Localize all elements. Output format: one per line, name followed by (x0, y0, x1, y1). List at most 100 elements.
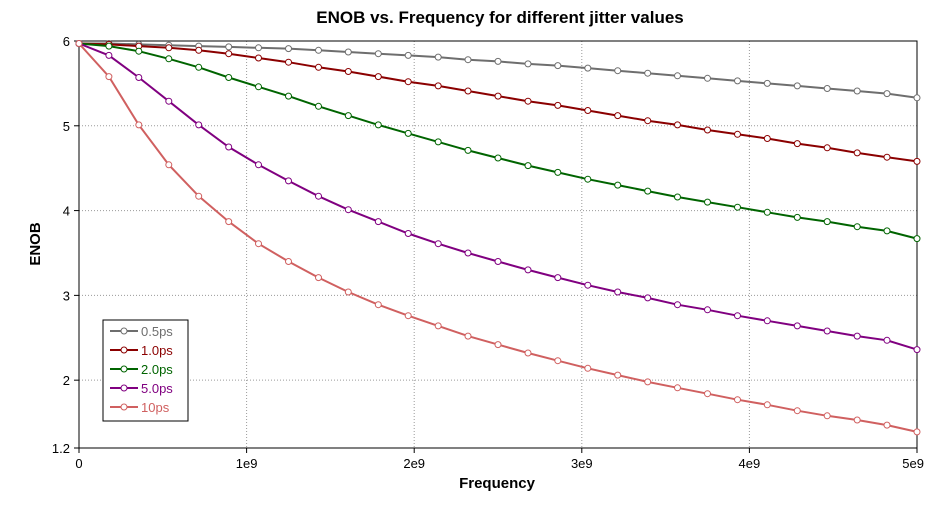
data-point (704, 306, 711, 314)
data-point (464, 56, 472, 64)
data-point (225, 218, 233, 226)
data-point (225, 50, 233, 58)
data-point (674, 193, 681, 201)
data-point (763, 135, 771, 142)
data-point (165, 55, 173, 63)
data-point (674, 384, 681, 392)
x-axis-ticks: 0 1e9 2e9 3e9 4e9 5e9 (75, 448, 924, 471)
data-point (674, 301, 681, 309)
data-point (494, 154, 502, 162)
data-point (674, 72, 681, 80)
data-point (674, 121, 681, 129)
legend-label: 1.0ps (141, 343, 173, 358)
legend-box (102, 319, 189, 422)
legend-label: 5.0ps (141, 381, 173, 396)
data-point (315, 274, 322, 282)
data-point (285, 45, 292, 53)
data-point (704, 74, 711, 82)
data-point (584, 175, 592, 183)
data-point (165, 161, 173, 169)
chart-title: ENOB vs. Frequency for different jitter … (316, 8, 683, 27)
y-tick-label: 5 (63, 119, 70, 134)
data-point (315, 102, 322, 110)
data-point (644, 69, 652, 77)
data-point (255, 240, 262, 248)
data-point (344, 48, 352, 56)
data-point (554, 168, 562, 176)
data-point (75, 40, 83, 47)
data-point (404, 312, 412, 320)
data-point (404, 230, 412, 237)
data-point (195, 192, 203, 200)
data-point (883, 153, 891, 161)
data-point (344, 288, 352, 296)
data-point (315, 46, 322, 54)
data-point (734, 396, 741, 404)
data-point (913, 235, 921, 243)
plot-frame (78, 40, 918, 449)
data-point (255, 44, 262, 52)
data-point (853, 223, 861, 231)
data-point (195, 63, 203, 71)
data-point (524, 349, 532, 357)
data-point (255, 161, 262, 169)
x-tick-label: 1e9 (236, 456, 258, 471)
data-point (614, 288, 622, 296)
legend-marker (120, 403, 128, 411)
data-point (135, 121, 143, 129)
data-point (464, 332, 472, 340)
data-point (524, 60, 532, 68)
data-point (225, 143, 233, 151)
data-point (584, 107, 592, 114)
data-point (285, 177, 292, 185)
data-point (225, 43, 233, 51)
legend-marker (120, 384, 128, 392)
data-point (344, 68, 352, 75)
series-5.0ps (75, 40, 921, 354)
x-tick-label: 5e9 (902, 456, 924, 471)
data-point (883, 227, 891, 235)
legend-label: 2.0ps (141, 362, 173, 377)
data-point (165, 44, 173, 52)
data-point (524, 266, 532, 274)
data-point (883, 90, 891, 98)
data-point (404, 51, 412, 59)
data-point (374, 301, 382, 309)
data-point (704, 198, 711, 206)
x-tick-label: 4e9 (739, 456, 761, 471)
data-point (195, 46, 203, 54)
data-point (554, 357, 562, 365)
data-point (823, 144, 831, 152)
x-tick-label: 3e9 (571, 456, 593, 471)
data-point (464, 249, 472, 257)
data-point (554, 274, 562, 282)
data-point (165, 97, 173, 105)
data-point (734, 203, 741, 211)
data-point (614, 67, 622, 75)
data-point (584, 281, 592, 289)
data-point (584, 64, 592, 72)
data-point (644, 117, 652, 125)
data-point (793, 82, 801, 90)
data-point (434, 240, 442, 248)
data-point (853, 416, 861, 424)
data-point (255, 83, 262, 91)
data-point (434, 82, 442, 90)
data-point (823, 327, 831, 335)
data-point (494, 258, 502, 265)
series-group (75, 40, 921, 436)
y-tick-label: 6 (63, 34, 70, 49)
data-point (195, 121, 203, 129)
data-point (494, 57, 502, 65)
data-point (823, 412, 831, 420)
data-point (374, 121, 382, 129)
legend-marker (120, 365, 128, 373)
data-point (853, 332, 861, 340)
data-point (644, 378, 652, 386)
data-point (883, 336, 891, 344)
data-point (763, 208, 771, 216)
data-point (913, 428, 921, 436)
data-point (853, 149, 861, 157)
x-tick-label: 0 (75, 456, 82, 471)
